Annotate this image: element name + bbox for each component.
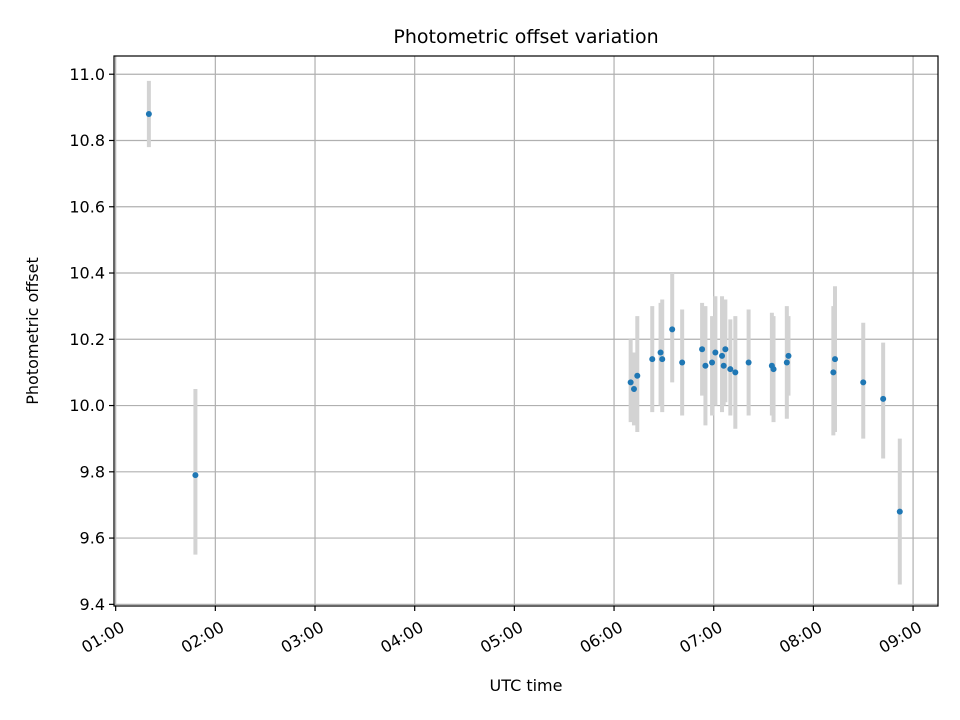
data-point <box>719 352 726 359</box>
grid <box>114 56 938 606</box>
data-point <box>634 372 641 379</box>
data-point <box>649 356 656 363</box>
data-point <box>712 349 719 356</box>
plot-frame <box>113 55 939 607</box>
data-point <box>669 326 676 333</box>
data-point <box>679 359 686 366</box>
data-point <box>727 366 734 373</box>
y-tick-label: 10.0 <box>69 396 105 415</box>
data-point <box>702 362 709 369</box>
data-point <box>785 352 792 359</box>
data-point <box>783 359 790 366</box>
y-tick-label: 9.4 <box>80 595 105 614</box>
data-point <box>192 472 199 479</box>
data-point <box>630 385 637 392</box>
data-point <box>720 362 727 369</box>
y-tick-label: 10.8 <box>69 131 105 150</box>
y-axis-label: Photometric offset <box>23 257 42 405</box>
data-point <box>830 369 837 376</box>
data-points <box>145 110 903 515</box>
data-point <box>657 349 664 356</box>
data-point <box>896 508 903 515</box>
data-point <box>745 359 752 366</box>
y-tick-label: 10.4 <box>69 264 105 283</box>
data-point <box>145 110 152 117</box>
data-point <box>880 395 887 402</box>
y-tick-label: 9.6 <box>80 529 105 548</box>
data-point <box>627 379 634 386</box>
y-tick-label: 9.8 <box>80 462 105 481</box>
y-tick-label: 10.2 <box>69 330 105 349</box>
y-tick-label: 10.6 <box>69 197 105 216</box>
data-point <box>860 379 867 386</box>
data-point <box>709 359 716 366</box>
data-point <box>732 369 739 376</box>
data-point <box>832 356 838 363</box>
y-axis-ticks: 9.4 9.6 9.8 10.0 10.2 10.4 10.6 10.8 11.0 <box>69 65 114 614</box>
data-point <box>659 356 666 363</box>
x-axis-label: UTC time <box>490 676 563 695</box>
data-point <box>770 366 777 373</box>
chart-title: Photometric offset variation <box>393 26 658 48</box>
data-point <box>699 346 706 353</box>
y-tick-label: 11.0 <box>69 65 105 84</box>
data-point <box>722 346 729 353</box>
